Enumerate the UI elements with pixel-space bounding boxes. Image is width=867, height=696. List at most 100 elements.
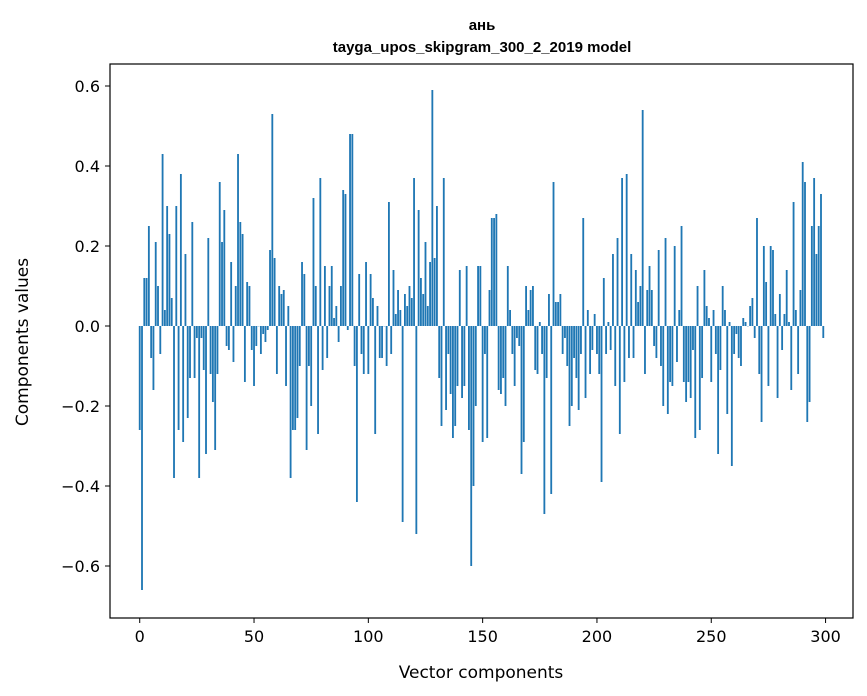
bar-240 [687,326,690,382]
bar-20 [184,254,187,326]
bar-28 [202,326,205,370]
bar-74 [307,326,310,366]
bar-295 [813,178,816,326]
bar-26 [198,326,201,478]
bar-10 [161,154,164,326]
bar-285 [790,326,793,390]
bar-151 [484,326,486,354]
bar-198 [591,326,594,350]
bar-219 [639,286,642,326]
bar-205 [607,322,610,326]
bar-193 [580,326,582,354]
bar-66 [289,326,292,478]
bar-37 [223,210,226,326]
bar-157 [497,326,500,390]
bar-164 [513,326,516,386]
bar-180 [550,326,553,494]
bar-49 [250,326,253,350]
x-tick-label-250: 250 [696,627,727,646]
bar-210 [618,326,621,434]
bar-207 [612,254,614,326]
bar-86 [335,306,338,326]
bar-33 [214,326,217,450]
bar-70 [298,326,301,366]
bar-245 [698,326,701,430]
bar-225 [653,326,656,346]
x-tick-label-200: 200 [582,627,613,646]
y-tick-label-5: 0.4 [75,157,100,176]
bar-294 [810,226,813,326]
bar-222 [646,290,649,326]
bar-125 [424,242,427,326]
bar-203 [602,278,605,326]
bar-261 [735,326,738,334]
bar-158 [500,326,502,394]
bar-213 [625,174,628,326]
bar-24 [193,326,196,378]
bar-173 [534,326,537,370]
bar-47 [246,282,249,326]
bar-77 [314,286,317,326]
bar-96 [358,274,361,326]
bar-242 [692,326,694,350]
bar-278 [774,314,777,326]
bar-160 [504,326,507,406]
bar-64 [285,326,287,386]
bar-194 [582,218,585,326]
bar-249 [708,318,710,326]
bar-88 [339,286,342,326]
bar-121 [415,326,418,534]
bar-55 [264,326,267,342]
bar-163 [511,326,514,354]
bar-71 [301,262,303,326]
y-tick-label-4: 0.2 [75,237,100,256]
bar-133 [442,178,445,326]
bar-291 [804,182,806,326]
bar-113 [397,290,399,326]
x-tick-label-0: 0 [135,627,145,646]
bar-93 [351,134,354,326]
bar-179 [548,294,550,326]
bar-145 [470,326,473,566]
bar-84 [330,266,333,326]
bar-120 [413,178,415,326]
bar-135 [447,326,450,354]
bar-165 [516,326,518,338]
bar-299 [822,326,825,338]
bar-2 [143,278,146,326]
bar-76 [312,198,315,326]
bar-103 [374,326,377,434]
bar-99 [365,262,367,326]
bar-159 [502,326,505,378]
bar-232 [669,326,672,382]
bar-51 [255,326,258,346]
bar-257 [726,326,729,414]
bar-237 [680,226,683,326]
bar-92 [349,134,351,326]
bar-132 [440,326,443,426]
bar-156 [495,214,498,326]
bar-177 [543,326,546,514]
bar-169 [525,286,527,326]
bar-142 [463,326,466,386]
bar-269 [753,326,756,338]
bar-97 [360,326,363,354]
x-tick-label-150: 150 [467,627,498,646]
bar-197 [589,326,592,374]
bar-154 [490,218,493,326]
bar-258 [728,322,731,326]
bar-40 [230,262,233,326]
bar-244 [696,286,699,326]
bars-group [138,90,825,590]
bar-67 [291,326,294,430]
bar-290 [801,162,804,326]
bar-80 [321,326,324,370]
bar-183 [557,302,559,326]
bar-30 [207,238,210,326]
bar-247 [703,270,706,326]
y-tick-label-2: −0.2 [61,397,100,416]
bar-143 [465,266,468,326]
chart-title: ань [469,17,496,34]
bar-140 [458,270,461,326]
bar-273 [762,246,765,326]
